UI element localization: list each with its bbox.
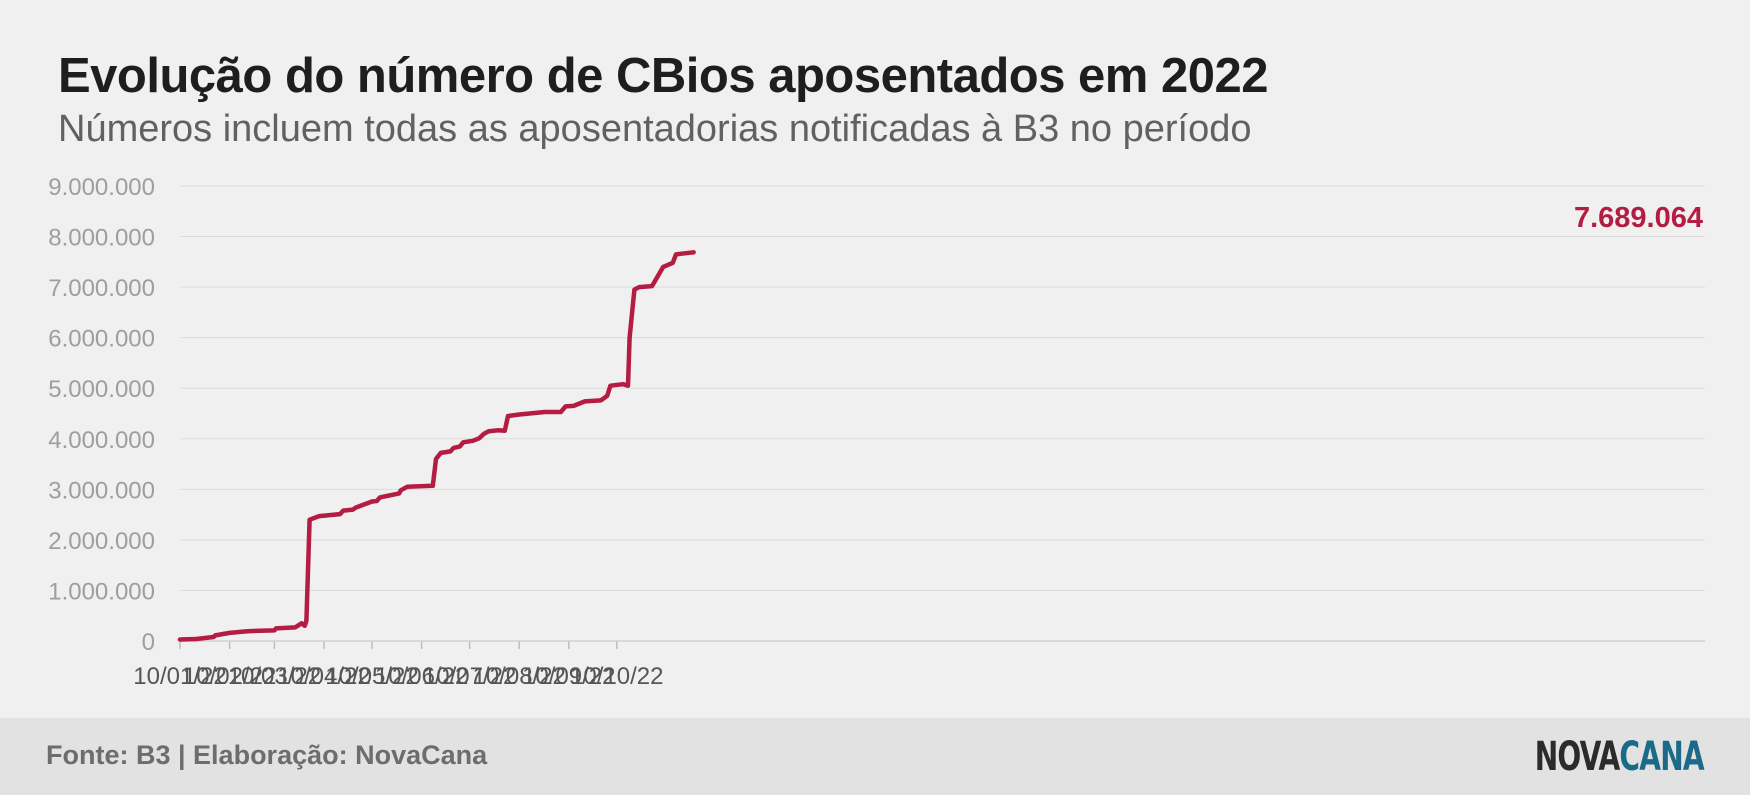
y-tick-label: 0 — [142, 629, 155, 656]
y-tick-label: 5.000.000 — [48, 376, 155, 403]
chart-title: Evolução do número de CBios aposentados … — [58, 49, 1269, 103]
x-tick-label: 10/10/22 — [570, 663, 663, 690]
y-axis-ticks: 0 1.000.000 2.000.000 3.000.000 4.000.000 5.0… — [48, 174, 155, 656]
end-value-label: 7.689.064 — [1574, 202, 1703, 234]
x-tick-label: 10/07/22 — [423, 663, 516, 690]
y-tick-label: 1.000.000 — [48, 578, 155, 605]
x-tick-label: 10/08/22 — [472, 663, 565, 690]
y-tick-label: 3.000.000 — [48, 477, 155, 504]
logo-part-nova: NOVA — [1534, 734, 1621, 780]
footer: Fonte: B3 | Elaboração: NovaCana NOVACAN… — [0, 718, 1750, 795]
y-tick-label: 4.000.000 — [48, 427, 155, 454]
series-line — [177, 250, 696, 642]
y-tick-label: 9.000.000 — [48, 174, 155, 201]
line-chart: 0 1.000.000 2.000.000 3.000.000 4.000.000 5.0… — [48, 174, 1705, 690]
source-credit: Fonte: B3 | Elaboração: NovaCana — [46, 740, 488, 770]
chart-subtitle: Números incluem todas as aposentadorias … — [58, 108, 1252, 150]
x-tick-label: 10/06/22 — [375, 663, 468, 690]
novacana-logo: NOVACANA — [1534, 734, 1705, 780]
logo-part-cana: CANA — [1619, 734, 1705, 780]
y-tick-label: 2.000.000 — [48, 528, 155, 555]
x-tick-label: 10/02/22 — [183, 663, 276, 690]
gridlines — [180, 185, 1705, 642]
y-tick-label: 7.000.000 — [48, 275, 155, 302]
x-axis-ticks: 10/01/2210/02/2210/03/2210/04/2210/05/22… — [133, 640, 1705, 690]
x-tick-label: 10/05/22 — [325, 663, 418, 690]
y-tick-label: 8.000.000 — [48, 225, 155, 252]
y-tick-label: 6.000.000 — [48, 326, 155, 353]
x-tick-label: 10/09/22 — [522, 663, 615, 690]
x-tick-label: 10/01/22 — [133, 663, 226, 690]
x-tick-label: 10/04/22 — [277, 663, 370, 690]
x-tick-label: 10/03/22 — [228, 663, 321, 690]
